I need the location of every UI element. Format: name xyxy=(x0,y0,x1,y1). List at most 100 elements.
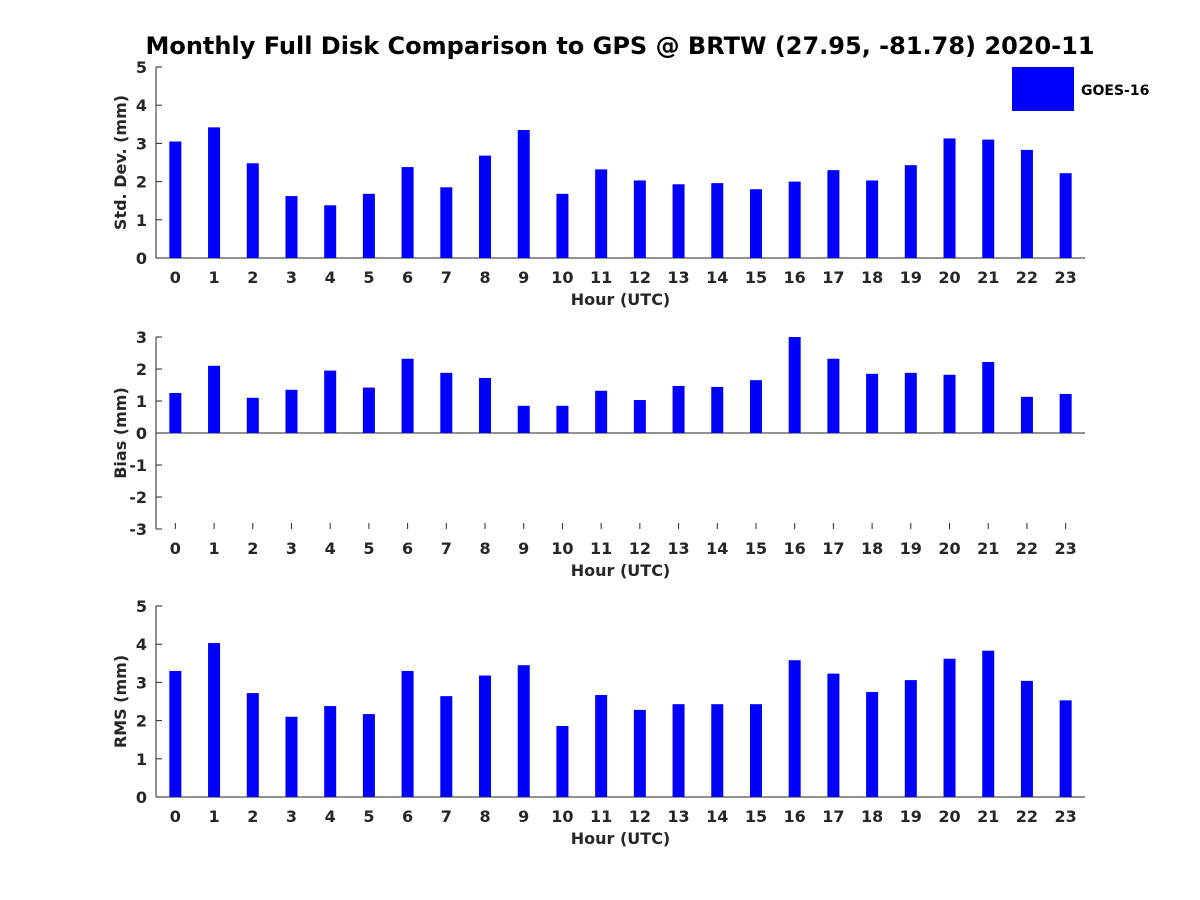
bias-bar xyxy=(479,377,492,433)
rms-bar xyxy=(1059,700,1072,797)
bias-x-tick-label: 19 xyxy=(900,539,922,558)
bias-x-tick-label: 14 xyxy=(706,539,728,558)
rms-x-tick-label: 17 xyxy=(822,807,844,826)
rms-x-tick-label: 23 xyxy=(1055,807,1077,826)
std-dev-y-tick-label: 4 xyxy=(136,96,147,115)
rms-x-tick-label: 21 xyxy=(977,807,999,826)
bias-bar xyxy=(866,373,879,433)
bias-bar xyxy=(517,405,530,433)
bias-x-tick-label: 12 xyxy=(629,539,651,558)
bias-y-label: Bias (mm) xyxy=(111,387,130,479)
std-dev-x-tick-label: 21 xyxy=(977,268,999,287)
std-dev-x-tick-label: 12 xyxy=(629,268,651,287)
bias-bar xyxy=(749,380,762,433)
std-dev-x-tick-label: 0 xyxy=(170,268,181,287)
rms-x-tick-label: 14 xyxy=(706,807,728,826)
std-dev-x-tick-label: 22 xyxy=(1016,268,1038,287)
rms-bar xyxy=(788,660,801,797)
bias-x-tick-label: 21 xyxy=(977,539,999,558)
chart-title: Monthly Full Disk Comparison to GPS @ BR… xyxy=(145,32,1094,60)
rms-bar xyxy=(362,714,375,797)
rms-x-tick-label: 10 xyxy=(551,807,573,826)
bias-x-tick-label: 3 xyxy=(286,539,297,558)
std-dev-bar xyxy=(285,196,298,258)
std-dev-x-tick-label: 8 xyxy=(479,268,490,287)
rms-y-label: RMS (mm) xyxy=(111,655,130,748)
rms-bar xyxy=(440,696,453,797)
bias-x-tick-label: 1 xyxy=(208,539,219,558)
bias-y-tick-label: -2 xyxy=(129,488,147,507)
rms-x-tick-label: 13 xyxy=(667,807,689,826)
std-dev-bar xyxy=(904,165,917,258)
bias-y-tick-label: -3 xyxy=(129,520,147,539)
std-dev-bar xyxy=(246,163,259,258)
std-dev-x-tick-label: 6 xyxy=(402,268,413,287)
std-dev-x-tick-label: 10 xyxy=(551,268,573,287)
bias-x-tick-label: 7 xyxy=(441,539,452,558)
bias-x-tick-label: 15 xyxy=(745,539,767,558)
rms-x-tick-label: 6 xyxy=(402,807,413,826)
std-dev-x-tick-label: 11 xyxy=(590,268,612,287)
rms-y-tick-label: 2 xyxy=(136,712,147,731)
rms-x-tick-label: 12 xyxy=(629,807,651,826)
bias-bar xyxy=(982,361,995,433)
std-dev-bar xyxy=(982,139,995,258)
bias-bar xyxy=(1059,393,1072,433)
bias-y-tick-label: 3 xyxy=(136,328,147,347)
rms-bar xyxy=(324,706,337,797)
bias-bar xyxy=(1020,396,1033,433)
rms-x-tick-label: 5 xyxy=(363,807,374,826)
std-dev-x-tick-label: 20 xyxy=(938,268,960,287)
bias-x-tick-label: 2 xyxy=(247,539,258,558)
bias-bar xyxy=(633,400,646,433)
bias-x-tick-label: 22 xyxy=(1016,539,1038,558)
bias-bar xyxy=(169,393,182,433)
rms-bar xyxy=(749,704,762,797)
bias-x-tick-label: 13 xyxy=(667,539,689,558)
std-dev-bar xyxy=(208,127,221,258)
bias-bar xyxy=(556,405,569,433)
rms-x-tick-label: 11 xyxy=(590,807,612,826)
std-dev-y-tick-label: 1 xyxy=(136,211,147,230)
rms-bar xyxy=(285,716,298,797)
std-dev-bar xyxy=(866,180,879,258)
rms-y-tick-label: 4 xyxy=(136,635,147,654)
std-dev-bar xyxy=(517,130,530,258)
bias-x-tick-label: 5 xyxy=(363,539,374,558)
std-dev-bar xyxy=(672,184,685,258)
bias-x-tick-label: 17 xyxy=(822,539,844,558)
bias-bar xyxy=(672,385,685,433)
std-dev-bar xyxy=(595,169,608,258)
bias-x-tick-label: 16 xyxy=(784,539,806,558)
bias-x-tick-label: 8 xyxy=(479,539,490,558)
rms-x-tick-label: 7 xyxy=(441,807,452,826)
bias-y-tick-label: 0 xyxy=(136,424,147,443)
rms-x-tick-label: 16 xyxy=(784,807,806,826)
rms-x-tick-label: 22 xyxy=(1016,807,1038,826)
std-dev-x-tick-label: 23 xyxy=(1055,268,1077,287)
rms-bar xyxy=(672,704,685,797)
rms-bar xyxy=(866,691,879,797)
std-dev-x-tick-label: 1 xyxy=(208,268,219,287)
std-dev-y-tick-label: 5 xyxy=(136,58,147,77)
bias-x-label: Hour (UTC) xyxy=(571,561,671,580)
std-dev-bar xyxy=(711,183,724,258)
std-dev-bar xyxy=(324,205,337,258)
rms-x-tick-label: 15 xyxy=(745,807,767,826)
legend-label: GOES-16 xyxy=(1081,83,1149,99)
bias-x-tick-label: 10 xyxy=(551,539,573,558)
rms-bar xyxy=(208,643,221,797)
bias-bar xyxy=(324,370,337,433)
std-dev-x-tick-label: 14 xyxy=(706,268,728,287)
std-dev-x-tick-label: 3 xyxy=(286,268,297,287)
rms-bar xyxy=(517,665,530,797)
std-dev-y-label: Std. Dev. (mm) xyxy=(111,95,130,230)
bias-bar xyxy=(711,386,724,433)
rms-bar xyxy=(943,658,956,797)
bias-bar xyxy=(904,372,917,433)
std-dev-x-tick-label: 4 xyxy=(325,268,336,287)
std-dev-bar xyxy=(749,189,762,258)
std-dev-x-tick-label: 13 xyxy=(667,268,689,287)
legend: GOES-16 xyxy=(1012,67,1149,111)
